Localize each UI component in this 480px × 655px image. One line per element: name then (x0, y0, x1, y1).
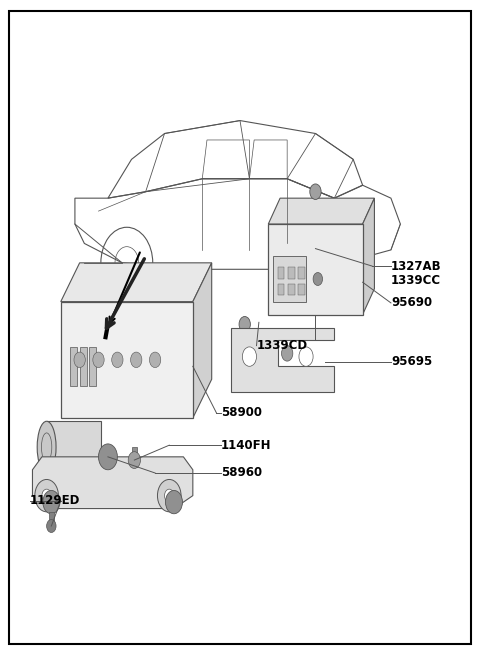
Bar (273, 256, 306, 302)
Text: 1339CC: 1339CC (391, 274, 441, 287)
Circle shape (310, 184, 321, 200)
Circle shape (165, 489, 174, 502)
Text: 1327AB: 1327AB (391, 259, 442, 272)
Polygon shape (230, 328, 335, 392)
Polygon shape (362, 198, 374, 314)
Circle shape (239, 316, 251, 332)
Bar (49, 512, 54, 528)
Bar (278, 267, 284, 279)
Circle shape (313, 272, 323, 286)
Circle shape (42, 489, 51, 502)
Circle shape (299, 347, 313, 366)
Circle shape (281, 346, 293, 361)
Bar (61, 302, 193, 418)
Bar (268, 224, 362, 314)
Ellipse shape (98, 444, 118, 470)
Bar (299, 267, 305, 279)
Circle shape (93, 352, 104, 367)
Bar (132, 447, 137, 466)
Circle shape (242, 347, 256, 366)
Text: 58960: 58960 (221, 466, 262, 479)
Bar (80, 347, 87, 386)
Bar (89, 347, 96, 386)
Circle shape (74, 352, 85, 367)
Text: 58900: 58900 (221, 406, 262, 419)
Polygon shape (268, 198, 374, 224)
Circle shape (47, 519, 56, 533)
Bar (70, 347, 77, 386)
Bar (288, 267, 295, 279)
Circle shape (112, 352, 123, 367)
Circle shape (43, 491, 60, 514)
Ellipse shape (37, 421, 56, 473)
Text: 1339CD: 1339CD (256, 339, 308, 352)
Text: 1140FH: 1140FH (221, 439, 272, 452)
Polygon shape (61, 263, 212, 302)
Bar (299, 284, 305, 295)
Circle shape (149, 352, 161, 367)
Circle shape (166, 491, 182, 514)
Text: 95690: 95690 (391, 297, 432, 309)
Bar (47, 421, 101, 473)
Bar (288, 284, 295, 295)
Circle shape (35, 479, 59, 512)
Polygon shape (33, 457, 193, 508)
Circle shape (157, 479, 181, 512)
Circle shape (131, 352, 142, 367)
Bar (278, 284, 284, 295)
Text: 95695: 95695 (391, 355, 432, 368)
Circle shape (128, 452, 141, 468)
Text: 1129ED: 1129ED (30, 495, 81, 508)
Polygon shape (193, 263, 212, 418)
